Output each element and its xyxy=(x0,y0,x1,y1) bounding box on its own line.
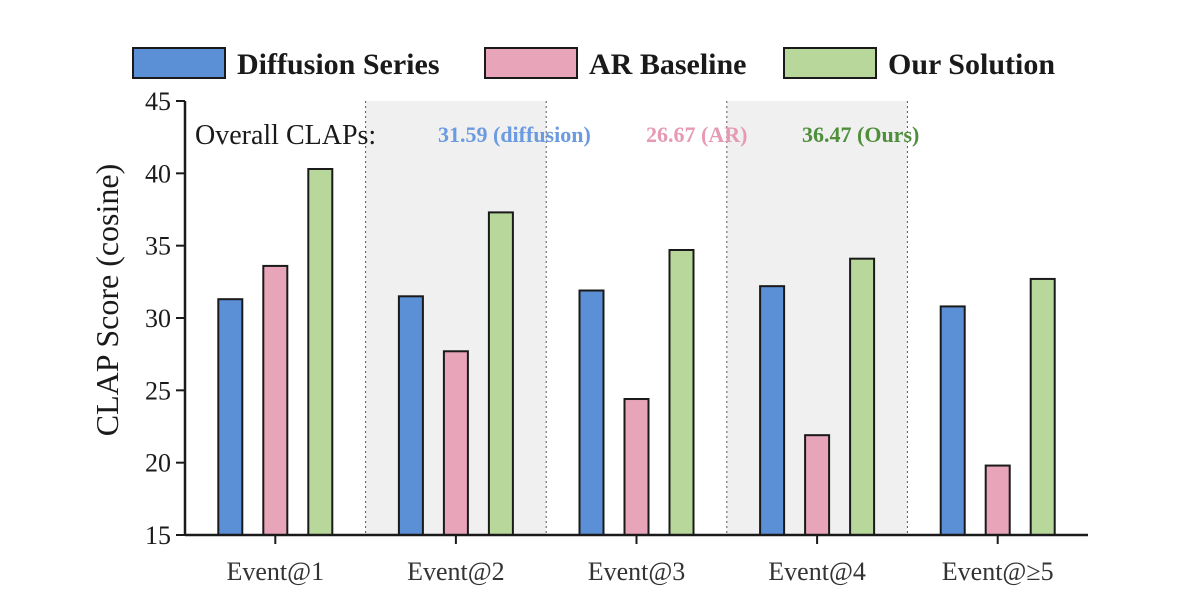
bar-our-solution-3 xyxy=(668,249,695,537)
bar-diffusion-series-3 xyxy=(578,289,605,536)
bars xyxy=(217,167,1056,537)
y-tick-label: 40 xyxy=(145,159,171,188)
y-tick-label: 25 xyxy=(145,376,171,405)
bar-ar-baseline-1 xyxy=(262,264,289,536)
legend-label-diffusion-series: Diffusion Series xyxy=(237,48,440,81)
y-axis-label: CLAP Score (cosine) xyxy=(89,164,125,437)
bar-diffusion-series-4 xyxy=(759,285,786,536)
x-tick-label: Event@3 xyxy=(588,557,686,586)
overall-claps-annotation: Overall CLAPs: 31.59 (diffusion) 26.67 (AR… xyxy=(195,120,919,151)
bar-diffusion-series-1 xyxy=(217,298,244,536)
x-ticks: Event@1 Event@2 Event@3 Event@4 Event@≥5 xyxy=(227,535,1054,586)
overall-claps-value-1: 31.59 (diffusion) xyxy=(438,122,591,147)
bar-ar-baseline-2 xyxy=(442,350,469,537)
bar-ar-baseline-5 xyxy=(984,464,1011,536)
legend-swatch-our-solution xyxy=(783,47,877,79)
x-tick-label: Event@1 xyxy=(227,557,325,586)
bar-our-solution-2 xyxy=(487,211,514,536)
bar-our-solution-5 xyxy=(1029,277,1056,536)
y-tick-label: 30 xyxy=(145,304,171,333)
x-tick-label: Event@4 xyxy=(768,557,866,586)
y-ticks: 15 20 25 30 35 40 45 xyxy=(145,87,185,550)
y-tick-label: 15 xyxy=(145,521,171,550)
legend-swatch-diffusion-series xyxy=(132,47,226,79)
bar-ar-baseline-3 xyxy=(623,398,650,536)
bar-diffusion-series-5 xyxy=(939,305,966,536)
legend-label-ar-baseline: AR Baseline xyxy=(589,48,747,81)
y-tick-label: 45 xyxy=(145,87,171,116)
bar-ar-baseline-4 xyxy=(804,434,831,536)
x-tick-label: Event@≥5 xyxy=(942,557,1054,586)
legend-label-our-solution: Our Solution xyxy=(888,48,1055,81)
category-separators xyxy=(365,101,908,535)
category-shading xyxy=(365,101,908,535)
y-tick-label: 35 xyxy=(145,232,171,261)
y-tick-label: 20 xyxy=(145,449,171,478)
overall-claps-value-2: 26.67 (AR) xyxy=(646,122,747,147)
overall-claps-label: Overall CLAPs: xyxy=(195,120,376,151)
x-tick-label: Event@2 xyxy=(407,557,505,586)
bar-diffusion-series-2 xyxy=(397,295,424,536)
bar-our-solution-4 xyxy=(849,257,876,536)
legend-swatch-ar-baseline xyxy=(484,47,578,79)
legend: Diffusion Series AR Baseline Our Solution xyxy=(132,47,1055,81)
overall-claps-value-3: 36.47 (Ours) xyxy=(802,122,919,147)
bar-our-solution-1 xyxy=(307,167,334,536)
